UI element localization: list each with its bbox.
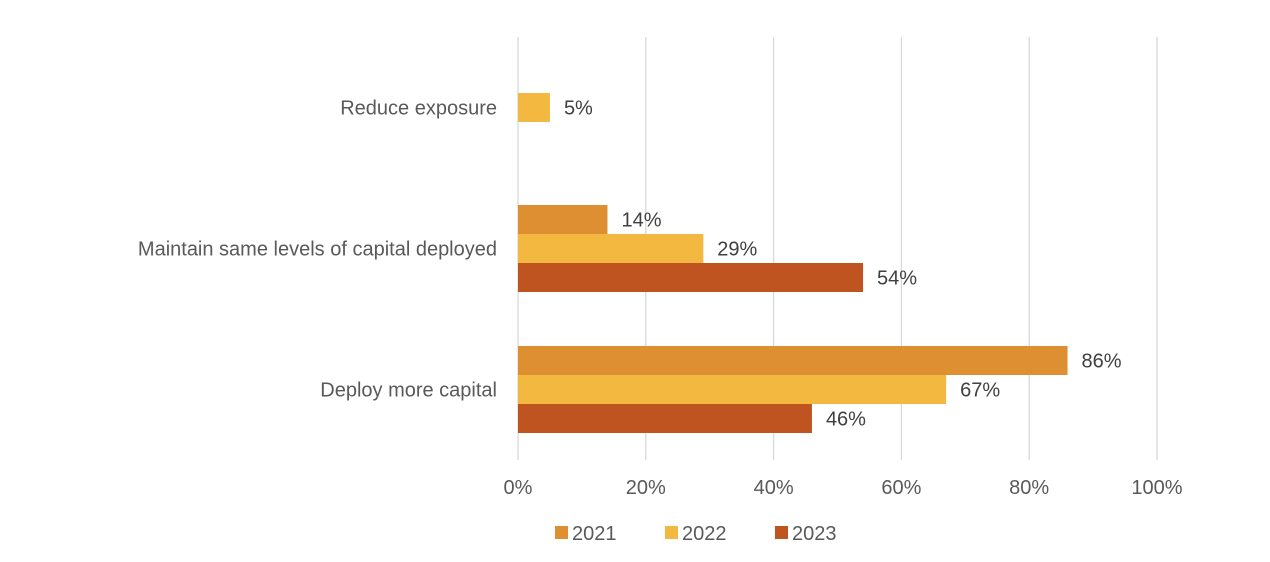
x-tick-label: 60% [881, 477, 921, 499]
x-tick-label: 20% [626, 477, 666, 499]
legend-label: 2023 [792, 523, 837, 545]
bar-2022 [518, 93, 550, 122]
legend-swatch [555, 526, 568, 539]
data-label: 46% [826, 409, 866, 431]
x-tick-label: 0% [504, 477, 533, 499]
legend-label: 2021 [572, 523, 617, 545]
data-label: 67% [960, 380, 1000, 402]
legend-item-2022: 2022 [665, 523, 727, 545]
data-label: 14% [621, 210, 661, 232]
category-label: Reduce exposure [340, 98, 497, 120]
bar-2021 [518, 205, 608, 234]
data-label: 5% [564, 98, 593, 120]
legend-item-2021: 2021 [555, 523, 617, 545]
legend-item-2023: 2023 [775, 523, 837, 545]
category-axis: Reduce exposure Maintain same levels of c… [138, 98, 497, 402]
bars [518, 93, 1068, 433]
category-label: Maintain same levels of capital deployed [138, 239, 497, 261]
data-label: 29% [717, 239, 757, 261]
data-label: 54% [877, 268, 917, 290]
bar-2023 [518, 263, 864, 292]
bar-2021 [518, 346, 1068, 375]
value-axis: 0% 20% 40% 60% 80% 100% [504, 477, 1183, 499]
x-tick-label: 40% [754, 477, 794, 499]
legend: 2021 2022 2023 [555, 523, 837, 545]
x-tick-label: 80% [1009, 477, 1049, 499]
data-label: 86% [1082, 351, 1122, 373]
bar-2022 [518, 234, 704, 263]
legend-label: 2022 [682, 523, 727, 545]
x-tick-label: 100% [1131, 477, 1182, 499]
data-labels: 5% 14% 29% 54% 86% 67% 46% [564, 98, 1122, 431]
bar-2023 [518, 404, 812, 433]
legend-swatch [665, 526, 678, 539]
legend-swatch [775, 526, 788, 539]
bar-2022 [518, 375, 947, 404]
category-label: Deploy more capital [320, 380, 497, 402]
